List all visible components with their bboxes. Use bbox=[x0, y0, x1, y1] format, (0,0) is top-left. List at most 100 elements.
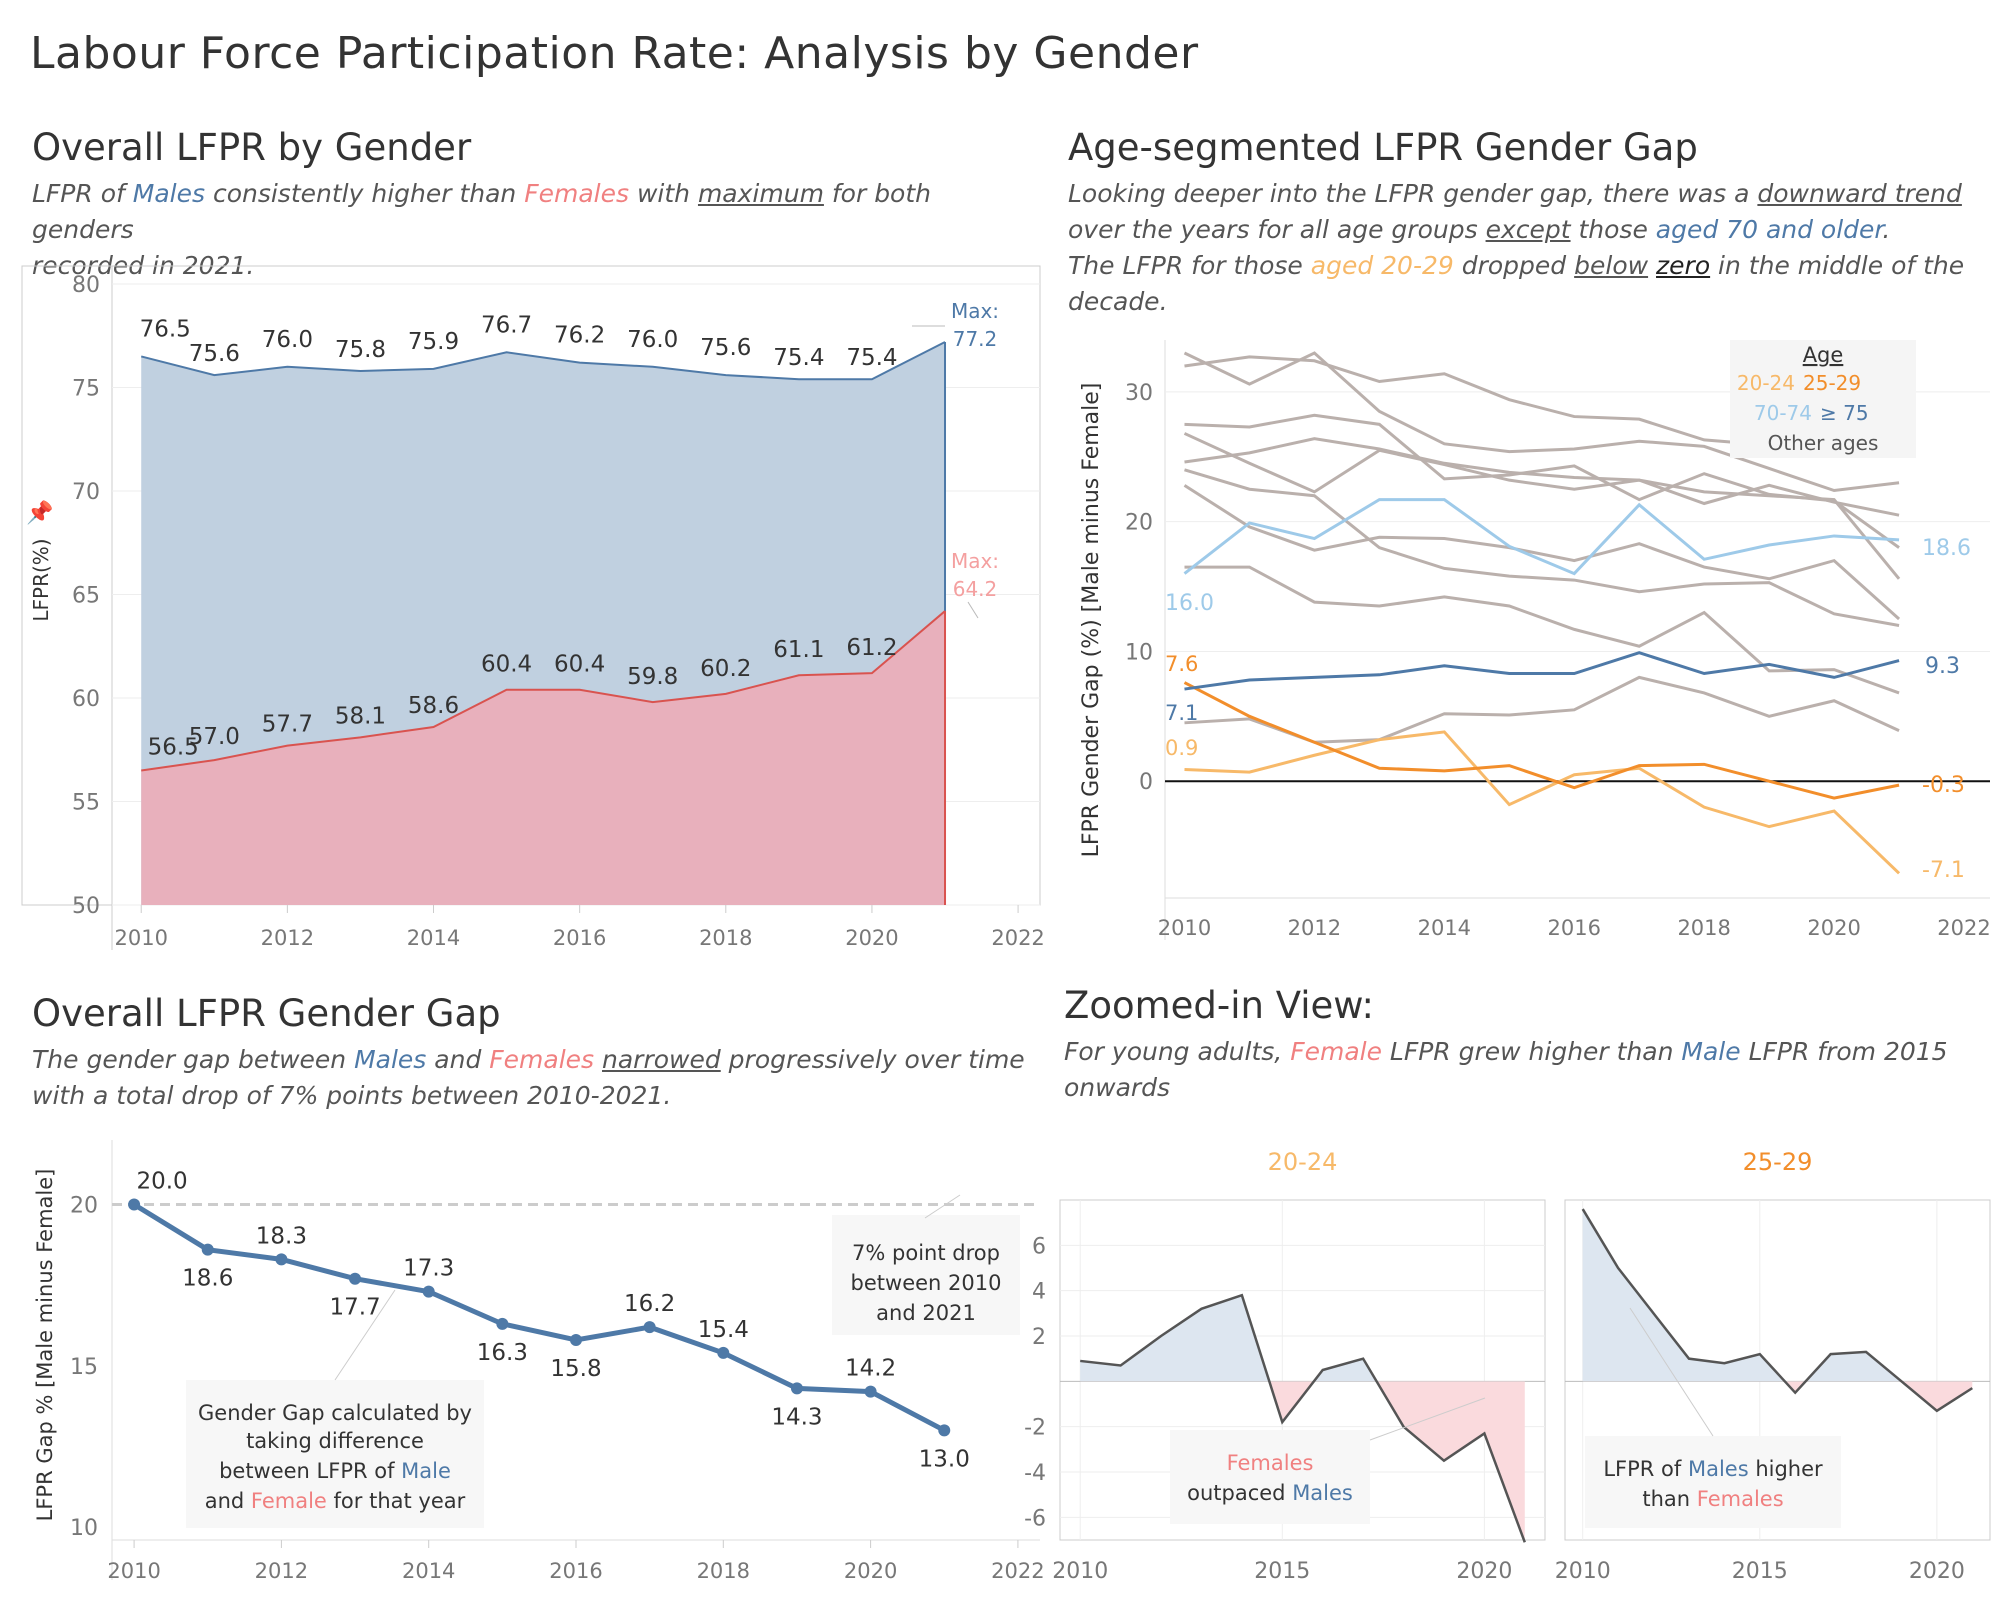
x-tick-label: 2012 bbox=[1288, 916, 1341, 940]
y-tick-label: 6 bbox=[1032, 1234, 1046, 1259]
female-data-label: 57.7 bbox=[262, 712, 313, 738]
male-data-label: 75.6 bbox=[189, 341, 240, 367]
annotation-text-part: and bbox=[205, 1489, 251, 1513]
x-tick-label: 2014 bbox=[402, 1559, 455, 1583]
overall-gap-title: Overall LFPR Gender Gap bbox=[32, 992, 501, 1035]
annotation-text-part: Females bbox=[1697, 1487, 1784, 1511]
y-tick-label: 20 bbox=[70, 1194, 98, 1219]
x-tick-label: 2020 bbox=[1456, 1559, 1512, 1584]
end-label-75: 9.3 bbox=[1925, 654, 1960, 679]
age-gap-title: Age-segmented LFPR Gender Gap bbox=[1068, 126, 1698, 169]
x-tick-label: 2015 bbox=[1254, 1559, 1310, 1584]
legend-item-25-29: 25-29 bbox=[1803, 371, 1861, 395]
gap-data-label: 20.0 bbox=[136, 1169, 187, 1195]
overall-lfpr-title: Overall LFPR by Gender bbox=[32, 126, 472, 169]
annotation-text-part: outpaced bbox=[1187, 1481, 1292, 1505]
x-tick-label: 2010 bbox=[1052, 1559, 1108, 1584]
annotation-drop-leader bbox=[924, 1194, 961, 1219]
positive-gap-area bbox=[1582, 1209, 1973, 1382]
end-label-70-74: 18.6 bbox=[1922, 536, 1971, 561]
annotation-text-part: for that year bbox=[327, 1489, 466, 1513]
legend-item-70-74: 70-74 bbox=[1754, 401, 1812, 425]
x-tick-label: 2015 bbox=[1732, 1559, 1788, 1584]
x-tick-label: 2014 bbox=[1418, 916, 1471, 940]
gap-data-label: 17.3 bbox=[403, 1256, 454, 1282]
series-line-otherages bbox=[1183, 432, 1900, 517]
annotation-calc-text: and Female for that year bbox=[205, 1489, 466, 1513]
gap-data-label: 13.0 bbox=[919, 1446, 970, 1472]
female-max-value: 64.2 bbox=[953, 577, 998, 601]
x-tick-label: 2010 bbox=[1555, 1559, 1611, 1584]
x-tick-label: 2010 bbox=[1158, 916, 1211, 940]
male-data-label: 76.0 bbox=[262, 327, 313, 353]
gap-data-label: 15.4 bbox=[698, 1317, 749, 1343]
gap-point bbox=[643, 1321, 656, 1334]
zoom-panel-frame bbox=[1564, 1199, 1991, 1541]
gap-point bbox=[864, 1385, 877, 1398]
female-max-label: Max: bbox=[951, 549, 999, 573]
x-tick-label: 2022 bbox=[991, 926, 1044, 950]
female-data-label: 60.2 bbox=[700, 656, 751, 682]
zoom-panel-frame bbox=[1059, 1199, 1546, 1541]
start-label-25-29: 7.6 bbox=[1165, 652, 1198, 676]
annotation-calc-text: between LFPR of Male bbox=[219, 1459, 451, 1483]
y-tick-label: 70 bbox=[72, 480, 100, 505]
x-tick-label: 2020 bbox=[1807, 916, 1860, 940]
legend-item-other: Other ages bbox=[1768, 431, 1879, 455]
annotation-text-part: Males bbox=[1688, 1457, 1749, 1481]
series-line-2529 bbox=[1183, 681, 1900, 800]
gap-data-label: 14.3 bbox=[771, 1404, 822, 1430]
x-tick-label: 2016 bbox=[553, 926, 606, 950]
overall-gap-subtitle: The gender gap between Males and Females… bbox=[32, 1045, 1025, 1110]
zoom-annotation-b-text: than Females bbox=[1642, 1487, 1783, 1511]
y-tick-label: 10 bbox=[70, 1516, 98, 1541]
y-tick-label: -6 bbox=[1024, 1506, 1046, 1531]
gap-data-label: 18.6 bbox=[182, 1266, 233, 1292]
zoom-title: Zoomed-in View: bbox=[1064, 984, 1375, 1027]
annotation-text-part: between LFPR of bbox=[219, 1459, 401, 1483]
x-tick-label: 2010 bbox=[115, 926, 168, 950]
annotation-text-part: Males bbox=[1292, 1481, 1353, 1505]
start-label-75: 7.1 bbox=[1165, 701, 1198, 725]
y-tick-label: 0 bbox=[1139, 770, 1153, 795]
negative-gap-area bbox=[1269, 1381, 1525, 1541]
gap-data-label: 14.2 bbox=[845, 1356, 896, 1382]
females-area bbox=[141, 611, 946, 905]
annotation-box-drop bbox=[832, 1215, 1020, 1335]
legend-title: Age bbox=[1803, 343, 1844, 367]
zoom-annotation-box-a bbox=[1170, 1430, 1370, 1524]
zoom-panel-title-b: 25-29 bbox=[1743, 1148, 1813, 1176]
series-line-75 bbox=[1184, 651, 1900, 691]
gap-data-label: 17.7 bbox=[329, 1295, 380, 1321]
female-data-label: 61.2 bbox=[846, 635, 897, 661]
y-tick-label: 55 bbox=[72, 791, 100, 816]
series-line-7074 bbox=[1183, 498, 1900, 576]
series-line-otherages bbox=[1183, 484, 1901, 621]
zoom-annotation-b-text: LFPR of Males higher bbox=[1603, 1457, 1823, 1481]
y-axis-label: LFPR Gap % [Male minus Female] bbox=[33, 1169, 57, 1522]
annotation-drop-text: and 2021 bbox=[876, 1301, 976, 1325]
x-tick-label: 2020 bbox=[844, 1559, 897, 1583]
gap-point bbox=[349, 1272, 362, 1285]
zoom-subtitle: For young adults, Female LFPR grew highe… bbox=[1064, 1037, 1948, 1102]
annotation-box-calc bbox=[186, 1380, 484, 1528]
start-label-20-24: 0.9 bbox=[1165, 736, 1198, 760]
legend-item-75: ≥ 75 bbox=[1820, 401, 1869, 425]
female-data-label: 57.0 bbox=[189, 724, 240, 750]
series-line-otherages bbox=[1183, 351, 1900, 493]
male-data-label: 76.0 bbox=[627, 327, 678, 353]
gap-data-label: 15.8 bbox=[550, 1356, 601, 1382]
y-tick-label: -4 bbox=[1024, 1461, 1046, 1486]
female-data-label: 60.4 bbox=[554, 652, 605, 678]
male-max-label: Max: bbox=[951, 299, 999, 323]
x-tick-label: 2018 bbox=[699, 926, 752, 950]
x-tick-label: 2016 bbox=[549, 1559, 602, 1583]
annotation-text-part: LFPR of bbox=[1603, 1457, 1688, 1481]
male-data-label: 76.5 bbox=[140, 316, 191, 342]
y-axis-label: LFPR Gender Gap (%) [Male minus Female] bbox=[1079, 383, 1104, 858]
negative-gap-area bbox=[1784, 1381, 1973, 1411]
zoom-annotation-b-leader bbox=[1629, 1307, 1714, 1437]
pin-icon: 📌 bbox=[26, 499, 53, 526]
y-tick-label: 10 bbox=[1125, 640, 1153, 665]
